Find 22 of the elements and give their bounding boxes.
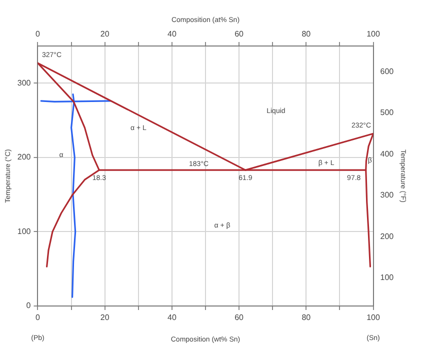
x-tick-label: 0 <box>36 313 41 322</box>
y2-tick-label: 100 <box>380 273 394 282</box>
y2-tick-label: 600 <box>380 66 394 76</box>
x2-tick-label: 100 <box>366 29 380 38</box>
x2-tick-label: 40 <box>167 29 177 38</box>
y-tick-label: 100 <box>17 226 32 236</box>
x-tick-label: 100 <box>366 313 380 322</box>
x-tick-label: 40 <box>167 313 177 322</box>
x2-tick-label: 20 <box>100 29 110 38</box>
x2-tick-label: 0 <box>36 29 41 38</box>
y2-tick-label: 400 <box>380 149 394 158</box>
x-tick-label: 20 <box>100 313 110 322</box>
y-tick-label: 0 <box>26 301 32 310</box>
y-tick-label: 300 <box>17 78 32 88</box>
y2-tick-label: 300 <box>380 190 394 200</box>
y2-tick-label: 500 <box>380 108 394 118</box>
x2-tick-label: 60 <box>234 29 244 38</box>
x2-tick-label: 80 <box>302 29 312 38</box>
x-tick-label: 60 <box>234 313 244 322</box>
y2-tick-label: 200 <box>380 232 394 241</box>
x-tick-label: 80 <box>302 313 312 322</box>
y-tick-label: 200 <box>17 152 32 162</box>
